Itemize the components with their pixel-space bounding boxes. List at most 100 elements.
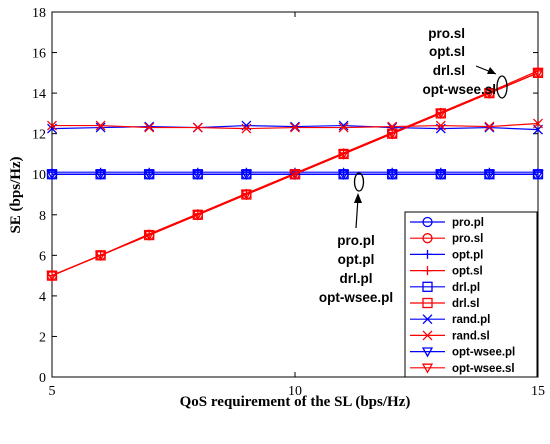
legend-label: pro.pl bbox=[452, 217, 484, 229]
data-point bbox=[435, 109, 447, 120]
legend-marker bbox=[421, 347, 434, 358]
legend-item: opt-wsee.sl bbox=[410, 363, 515, 375]
y-tick-label: 4 bbox=[39, 290, 46, 305]
annotation-sl-group: pro.sl opt.sl drl.sl opt-wsee.sl bbox=[422, 26, 508, 99]
legend: pro.pl pro.sl opt.pl opt.sl drl.pl drl.sl rand… bbox=[404, 211, 538, 378]
data-point bbox=[532, 68, 544, 79]
annotation-pl-line-3: drl.pl bbox=[340, 271, 373, 286]
y-axis-label: SE (bps/Hz) bbox=[8, 156, 24, 233]
data-point bbox=[240, 169, 253, 181]
x-axis-label: QoS requirement of the SL (bps/Hz) bbox=[180, 394, 411, 410]
data-point bbox=[290, 122, 300, 133]
annotation-pl-ellipse bbox=[353, 172, 365, 192]
x-tick-label: 5 bbox=[49, 384, 56, 399]
annotation-pl-arrowhead bbox=[354, 193, 362, 203]
legend-item: drl.pl bbox=[410, 281, 480, 294]
legend-label: opt.sl bbox=[452, 266, 483, 278]
data-point bbox=[192, 210, 204, 221]
data-point bbox=[435, 169, 447, 181]
legend-marker bbox=[422, 281, 433, 292]
data-point bbox=[143, 230, 155, 241]
series-rand-sl bbox=[47, 118, 543, 134]
legend-label: rand.sl bbox=[452, 330, 490, 342]
data-point bbox=[192, 169, 204, 181]
annotation-pl-group: pro.pl opt.pl drl.pl opt-wsee.pl bbox=[319, 172, 393, 305]
series-opt-wsee-sl bbox=[46, 68, 544, 282]
series-layer bbox=[46, 66, 544, 282]
data-point bbox=[484, 122, 495, 133]
legend-label: rand.pl bbox=[452, 314, 490, 326]
data-point bbox=[46, 169, 58, 181]
annotation-sl-line-4: opt-wsee.sl bbox=[422, 82, 496, 97]
legend-marker bbox=[422, 233, 433, 244]
legend-item: opt-wsee.pl bbox=[410, 347, 515, 359]
series-line bbox=[51, 72, 539, 277]
data-point bbox=[290, 121, 300, 132]
data-point bbox=[240, 190, 253, 201]
data-point bbox=[338, 122, 349, 133]
annotation-sl-line-3: drl.sl bbox=[433, 63, 465, 78]
y-tick-label: 12 bbox=[32, 128, 46, 143]
y-tick-label: 2 bbox=[39, 330, 46, 345]
legend-marker bbox=[423, 249, 432, 259]
legend-label: opt.pl bbox=[452, 249, 483, 261]
y-tick-label: 18 bbox=[32, 6, 46, 21]
annotation-pl-line-4: opt-wsee.pl bbox=[319, 290, 393, 305]
annotation-sl-ellipse bbox=[496, 75, 508, 99]
data-point bbox=[289, 169, 301, 181]
data-point bbox=[144, 122, 155, 133]
data-point bbox=[241, 123, 252, 134]
y-tick-label: 8 bbox=[39, 209, 46, 224]
data-point bbox=[95, 120, 106, 131]
data-point bbox=[192, 122, 203, 133]
data-point bbox=[337, 149, 350, 160]
data-point bbox=[484, 121, 495, 132]
data-point bbox=[143, 169, 155, 181]
annotation-sl-arrowhead bbox=[487, 67, 496, 74]
legend-label: pro.sl bbox=[452, 233, 483, 245]
annotation-pl-line-1: pro.pl bbox=[337, 233, 375, 248]
data-point bbox=[47, 120, 57, 131]
legend-marker bbox=[421, 363, 434, 374]
legend-marker bbox=[422, 297, 433, 309]
legend-item: pro.sl bbox=[410, 233, 483, 245]
x-tick-label: 10 bbox=[288, 384, 302, 399]
data-point bbox=[144, 121, 155, 132]
legend-box bbox=[404, 211, 538, 378]
x-axis-ticks: 5 10 15 bbox=[49, 12, 545, 399]
y-tick-label: 10 bbox=[32, 168, 46, 183]
legend-label: drl.sl bbox=[452, 298, 479, 310]
data-point bbox=[386, 169, 398, 181]
legend-item: opt.pl bbox=[410, 249, 483, 261]
legend-item: drl.sl bbox=[410, 297, 479, 310]
legend-marker bbox=[423, 266, 432, 276]
data-point bbox=[95, 122, 106, 133]
data-point bbox=[483, 169, 496, 181]
legend-label: drl.pl bbox=[452, 282, 480, 294]
legend-label: opt-wsee.sl bbox=[452, 363, 515, 375]
legend-marker bbox=[422, 314, 433, 325]
data-point bbox=[386, 129, 398, 140]
data-point bbox=[94, 251, 107, 262]
y-tick-label: 6 bbox=[39, 249, 46, 264]
legend-item: opt.sl bbox=[410, 266, 483, 278]
annotation-sl-line-1: pro.sl bbox=[428, 26, 465, 41]
data-point bbox=[337, 169, 350, 181]
legend-item: pro.pl bbox=[410, 216, 484, 229]
legend-marker bbox=[422, 330, 433, 341]
data-point bbox=[94, 169, 107, 181]
data-point bbox=[46, 271, 58, 282]
y-tick-label: 16 bbox=[32, 47, 46, 62]
legend-item: rand.pl bbox=[410, 314, 490, 326]
data-point bbox=[435, 120, 446, 131]
data-point bbox=[532, 169, 544, 181]
legend-marker bbox=[422, 216, 433, 228]
annotations: pro.sl opt.sl drl.sl opt-wsee.sl pro.pl … bbox=[319, 26, 508, 305]
x-tick-label: 15 bbox=[531, 384, 545, 399]
annotation-pl-line-2: opt.pl bbox=[338, 252, 375, 267]
y-tick-label: 0 bbox=[39, 371, 46, 386]
data-point bbox=[483, 88, 496, 99]
y-tick-label: 14 bbox=[32, 87, 46, 102]
data-point bbox=[338, 120, 349, 131]
